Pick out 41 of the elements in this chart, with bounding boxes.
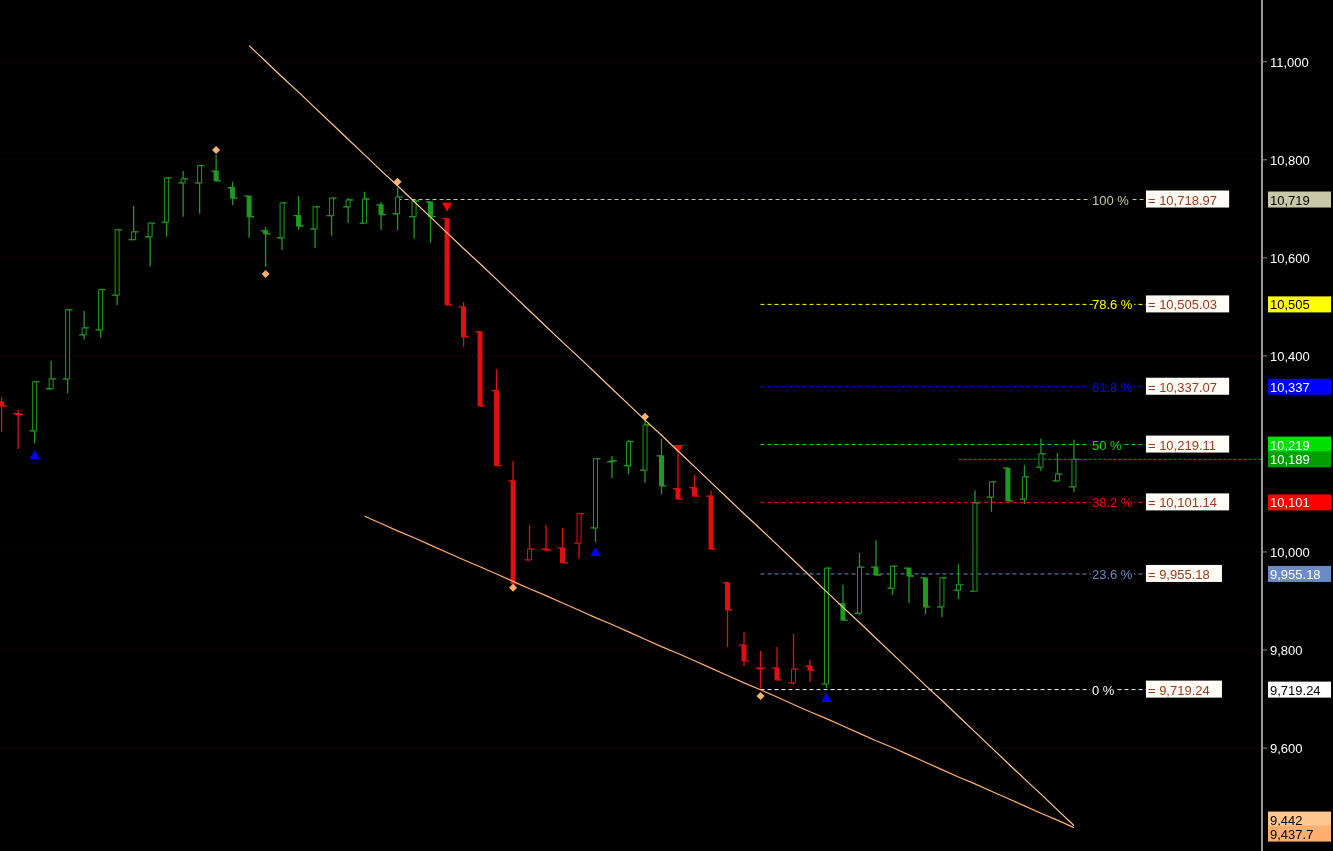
y-tick-label: 10,800: [1270, 152, 1310, 168]
y-tick-label: 11,000: [1270, 54, 1309, 70]
y-tick-label: 9,442: [1270, 812, 1303, 828]
point: [442, 202, 453, 212]
y-tick-label: 10,337: [1270, 379, 1310, 395]
text: 38.2 %: [1091, 495, 1133, 511]
y-tick-label: 10,719: [1270, 192, 1310, 208]
y-tick-label: 9,437.7: [1270, 826, 1314, 842]
point: [590, 546, 601, 556]
y-tick-label: 9,600: [1270, 741, 1303, 757]
y-tick-label: 10,000: [1270, 544, 1310, 560]
line-series: [248, 44, 1075, 827]
point: [261, 270, 270, 279]
ref-line-label: = 9,955.18: [1147, 566, 1210, 582]
y-tick-label: 10,400: [1270, 348, 1310, 364]
text: 23.6 %: [1091, 566, 1133, 582]
text: 100 %: [1091, 192, 1130, 208]
ref-line-label: = 10,219.11: [1147, 437, 1217, 453]
ref-line-label: = 10,337.07: [1147, 379, 1217, 395]
point: [756, 692, 765, 701]
y-tick-label: 9,800: [1270, 643, 1303, 659]
line-series: [363, 515, 1075, 829]
y-tick-label: 10,505: [1270, 297, 1310, 313]
text: 78.6 %: [1091, 297, 1133, 313]
ref-line-label: = 10,505.03: [1147, 297, 1217, 313]
text: 61.8 %: [1091, 379, 1133, 395]
y-tick-label: 10,101: [1270, 495, 1310, 511]
y-tick-label: 10,600: [1270, 250, 1310, 266]
y-tick-label: 10,189: [1270, 452, 1310, 468]
point: [821, 693, 832, 703]
text: 50 %: [1091, 437, 1123, 453]
point: [212, 146, 221, 154]
ref-line-label: = 10,718.97: [1147, 192, 1217, 208]
ref-line-label: = 9,719.24: [1147, 682, 1210, 698]
text: 0 %: [1091, 682, 1115, 698]
y-tick-label: 9,719.24: [1270, 682, 1321, 698]
ref-line-label: = 10,101.14: [1147, 495, 1217, 511]
point: [29, 449, 40, 459]
point: [509, 583, 518, 592]
y-tick-label: 9,955.18: [1270, 566, 1321, 582]
y-tick-label: 10,219: [1270, 437, 1310, 453]
